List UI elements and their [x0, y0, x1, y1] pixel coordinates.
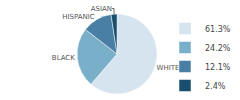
svg-text:2.4%: 2.4%	[205, 82, 226, 91]
svg-text:24.2%: 24.2%	[205, 44, 231, 53]
svg-text:61.3%: 61.3%	[205, 25, 231, 34]
svg-text:BLACK: BLACK	[52, 54, 75, 62]
svg-text:HISPANIC: HISPANIC	[62, 13, 95, 21]
svg-text:12.1%: 12.1%	[205, 63, 231, 72]
svg-text:WHITE: WHITE	[157, 64, 180, 72]
svg-text:ASIAN: ASIAN	[91, 5, 112, 13]
